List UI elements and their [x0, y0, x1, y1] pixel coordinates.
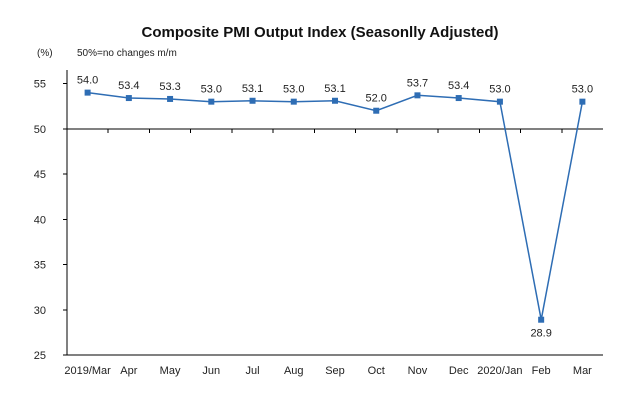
- data-label: 28.9: [530, 328, 551, 340]
- x-tick-label: 2020/Jan: [477, 365, 522, 377]
- data-label: 53.0: [572, 84, 593, 96]
- x-tick-label: Feb: [532, 365, 551, 377]
- x-tick-label: Nov: [408, 365, 428, 377]
- data-label: 53.3: [159, 81, 180, 93]
- y-tick-label: 40: [34, 214, 46, 226]
- x-tick-label: Aug: [284, 365, 304, 377]
- reference-note: 50%=no changes m/m: [77, 48, 177, 59]
- data-label: 53.0: [489, 84, 510, 96]
- data-label: 53.1: [242, 83, 263, 95]
- data-point: [208, 98, 215, 105]
- data-point: [249, 97, 256, 104]
- data-point: [496, 98, 503, 105]
- data-label: 53.1: [324, 83, 345, 95]
- x-tick-label: Oct: [368, 365, 385, 377]
- unit-label: (%): [37, 48, 53, 59]
- y-tick-label: 55: [34, 79, 46, 91]
- chart-title: Composite PMI Output Index (Seasonlly Ad…: [142, 24, 499, 41]
- data-point: [125, 95, 132, 102]
- data-label: 53.4: [118, 80, 139, 92]
- data-point: [538, 316, 545, 323]
- data-point: [414, 92, 421, 99]
- x-tick-label: Sep: [325, 365, 345, 377]
- data-point: [290, 98, 297, 105]
- x-tick-label: Jul: [246, 365, 260, 377]
- data-label: 53.0: [283, 84, 304, 96]
- x-tick-label: Apr: [120, 365, 137, 377]
- x-tick-label: May: [160, 365, 181, 377]
- x-axis: 2019/Mar Apr May Jun Jul Aug Sep Oct Nov Dec 2020/…: [64, 128, 603, 377]
- y-tick-label: 45: [34, 169, 46, 181]
- y-tick-label: 50: [34, 124, 46, 136]
- x-tick-label: Mar: [573, 365, 592, 377]
- data-label: 54.0: [77, 75, 98, 87]
- y-tick-label: 35: [34, 260, 46, 272]
- x-tick-label: Dec: [449, 365, 469, 377]
- data-point: [167, 95, 174, 102]
- y-tick-label: 25: [34, 350, 46, 362]
- data-point: [579, 98, 586, 105]
- data-label: 53.7: [407, 77, 428, 89]
- series-line: [87, 91, 584, 320]
- data-label: 53.4: [448, 80, 469, 92]
- series-layer: 54.0 53.4 53.3 53.0 53.1 53.0 53.1 52.0 53.7 53.4…: [77, 75, 593, 340]
- data-point: [455, 95, 462, 102]
- x-tick-label: Jun: [202, 365, 220, 377]
- data-label: 52.0: [366, 93, 387, 105]
- y-tick-label: 30: [34, 305, 46, 317]
- data-point: [332, 97, 338, 104]
- data-point: [373, 107, 380, 114]
- data-point: [84, 89, 91, 96]
- x-tick-label: 2019/Mar: [64, 365, 111, 377]
- data-label: 53.0: [201, 84, 222, 96]
- y-axis: 25 30 35 40 45 50 55: [34, 70, 603, 362]
